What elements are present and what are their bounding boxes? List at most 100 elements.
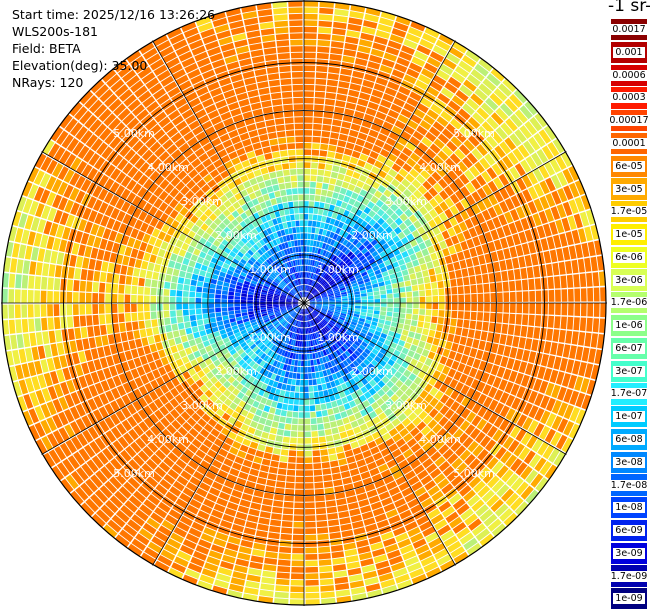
ppi-gate: [487, 475, 500, 489]
ppi-gate: [236, 147, 246, 156]
ppi-gate: [278, 223, 284, 230]
ppi-gate: [284, 278, 289, 284]
ppi-gate: [325, 230, 331, 237]
ppi-gate: [34, 186, 45, 202]
ppi-gate: [84, 246, 93, 258]
ppi-gate: [453, 428, 464, 440]
ppi-gate: [241, 312, 248, 317]
ppi-gate: [580, 303, 587, 317]
ppi-gate: [175, 384, 185, 394]
ppi-gate: [363, 206, 371, 215]
ppi-gate: [278, 251, 283, 258]
ppi-gate: [53, 304, 60, 317]
ppi-gate: [109, 194, 120, 207]
ppi-gate: [318, 287, 324, 292]
ppi-gate: [261, 458, 271, 466]
ppi-gate: [299, 292, 302, 298]
ppi-gate: [209, 153, 220, 163]
ppi-gate: [256, 358, 263, 365]
ppi-gate: [455, 327, 463, 336]
ppi-gate: [478, 83, 493, 97]
ppi-gate: [499, 405, 510, 418]
ppi-gate: [306, 315, 308, 321]
ppi-gate: [421, 497, 434, 509]
ppi-gate: [301, 360, 304, 367]
ppi-gate: [263, 261, 270, 267]
ppi-gate: [263, 425, 271, 433]
ppi-gate: [90, 247, 99, 259]
ppi-gate: [304, 117, 313, 123]
ppi-gate: [472, 130, 485, 143]
ppi-gate: [263, 564, 277, 572]
ppi-gate: [76, 339, 84, 351]
ppi-gate: [163, 474, 176, 485]
ppi-gate: [290, 385, 296, 392]
ppi-gate: [420, 169, 431, 180]
ppi-gate: [279, 143, 287, 151]
ppi-gate: [503, 512, 518, 527]
ppi-gate: [510, 458, 523, 472]
ppi-gate: [294, 489, 304, 496]
ppi-gate: [263, 391, 270, 399]
ppi-gate: [261, 431, 269, 439]
ppi-gate: [304, 309, 306, 315]
ppi-gate: [359, 153, 369, 162]
ppi-gate: [482, 384, 492, 396]
ppi-gate: [455, 404, 466, 416]
ppi-gate: [280, 294, 287, 298]
ppi-gate: [297, 259, 300, 266]
ppi-gate: [347, 339, 354, 345]
ppi-gate: [438, 373, 447, 383]
ppi-gate: [327, 252, 333, 259]
ppi-gate: [288, 345, 293, 352]
ppi-gate: [296, 314, 300, 320]
ppi-gate: [23, 333, 31, 348]
ppi-gate: [287, 308, 293, 312]
ppi-gate: [244, 373, 252, 381]
ppi-gate: [269, 351, 276, 358]
ppi-gate: [199, 63, 213, 74]
ppi-gate: [79, 315, 87, 327]
ppi-gate: [242, 315, 249, 320]
ppi-gate: [330, 198, 337, 205]
ppi-gate: [115, 509, 130, 523]
ppi-gate: [300, 291, 303, 298]
ppi-gate: [442, 465, 455, 477]
ppi-gate: [383, 234, 392, 243]
ppi-gate: [321, 383, 327, 390]
ppi-gate: [21, 304, 28, 318]
ppi-gate: [423, 212, 433, 222]
ppi-gate: [289, 391, 295, 398]
ppi-gate: [14, 289, 21, 303]
ppi-gate: [92, 293, 99, 303]
ppi-gate: [56, 252, 65, 265]
ppi-gate: [373, 314, 380, 319]
ppi-gate: [450, 136, 462, 148]
ppi-gate: [329, 394, 336, 402]
ppi-gate: [337, 173, 345, 181]
ppi-gate: [286, 306, 293, 310]
ppi-gate: [137, 145, 149, 157]
ppi-gate: [118, 303, 124, 313]
ppi-gate: [195, 308, 202, 315]
ppi-gate: [368, 495, 380, 504]
ppi-gate: [147, 262, 155, 271]
ppi-gate: [488, 399, 499, 412]
ppi-gate: [304, 175, 310, 181]
ppi-gate: [293, 405, 299, 412]
ppi-gate: [223, 372, 232, 380]
ppi-gate: [169, 209, 179, 219]
ppi-gate: [294, 502, 304, 509]
ppi-gate: [201, 120, 213, 131]
ppi-gate: [333, 351, 339, 358]
ppi-gate: [63, 169, 75, 183]
ppi-gate: [290, 311, 296, 316]
ppi-gate: [51, 465, 65, 481]
ppi-gate: [330, 132, 340, 140]
ppi-gate: [290, 437, 297, 444]
ppi-gate: [74, 230, 83, 243]
ppi-gate: [529, 454, 542, 468]
ppi-gate: [79, 280, 86, 292]
ppi-gate: [240, 329, 247, 335]
ppi-gate: [339, 391, 346, 398]
